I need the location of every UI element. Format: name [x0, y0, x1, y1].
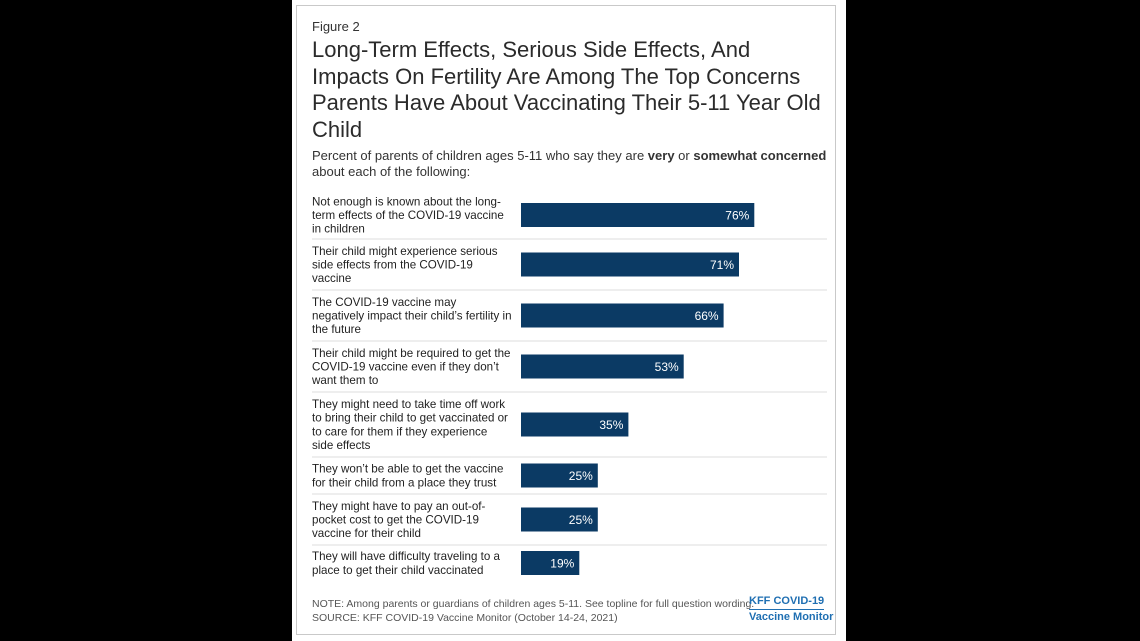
category-label: They might need to take time off work to …: [312, 398, 508, 452]
bar-value-label: 71%: [710, 258, 734, 272]
bar-value-label: 76%: [725, 209, 749, 223]
bar-value-label: 66%: [695, 309, 719, 323]
chart-subtitle: Percent of parents of children ages 5-11…: [312, 148, 827, 180]
category-label: They won’t be able to get the vaccine for…: [312, 463, 503, 490]
subtitle-bold-somewhat: somewhat concerned: [693, 148, 827, 163]
bar-chart: Not enough is known about the long-term …: [311, 195, 827, 577]
bar: [521, 412, 629, 437]
category-label: They will have difficulty traveling to a…: [312, 550, 501, 577]
category-label: Their child might experience serious side…: [312, 245, 498, 285]
brand-line-1: KFF COVID-19: [749, 594, 825, 610]
bar: [521, 203, 755, 227]
bar: [521, 551, 580, 575]
category-label: The COVID-19 vaccine may negatively impac…: [312, 296, 512, 336]
subtitle-text-1: Percent of parents of children ages 5-11…: [312, 148, 648, 163]
subtitle-bold-very: very: [647, 148, 675, 163]
bar: [521, 354, 684, 379]
bar: [521, 252, 739, 277]
bar-value-label: 53%: [655, 360, 679, 374]
chart-footnote: NOTE: Among parents or guardians of chil…: [312, 597, 754, 625]
note-text: NOTE: Among parents or guardians of chil…: [312, 598, 755, 610]
bar-value-label: 25%: [569, 469, 593, 483]
bar: [521, 303, 724, 328]
category-label: Their child might be required to get the…: [311, 347, 511, 387]
category-label: They might have to pay an out-of-pocket …: [312, 500, 485, 540]
brand-line-2: Vaccine Monitor: [749, 611, 834, 623]
subtitle-text-3: about each of the following:: [312, 164, 471, 179]
figure-container: Figure 2 Long-Term Effects, Serious Side…: [292, 0, 846, 641]
subtitle-text-2: or: [674, 148, 694, 163]
bar: [521, 507, 598, 532]
bar-value-label: 19%: [550, 557, 574, 571]
figure-label: Figure 2: [312, 19, 360, 34]
bar-value-label: 25%: [569, 513, 593, 527]
bar-value-label: 35%: [599, 418, 623, 432]
source-text: SOURCE: KFF COVID-19 Vaccine Monitor (Oc…: [312, 612, 618, 624]
category-label: Not enough is known about the long-term …: [312, 195, 504, 235]
brand-logo: KFF COVID-19 Vaccine Monitor: [749, 594, 833, 625]
bar: [521, 463, 598, 488]
chart-title: Long-Term Effects, Serious Side Effects,…: [312, 37, 821, 142]
